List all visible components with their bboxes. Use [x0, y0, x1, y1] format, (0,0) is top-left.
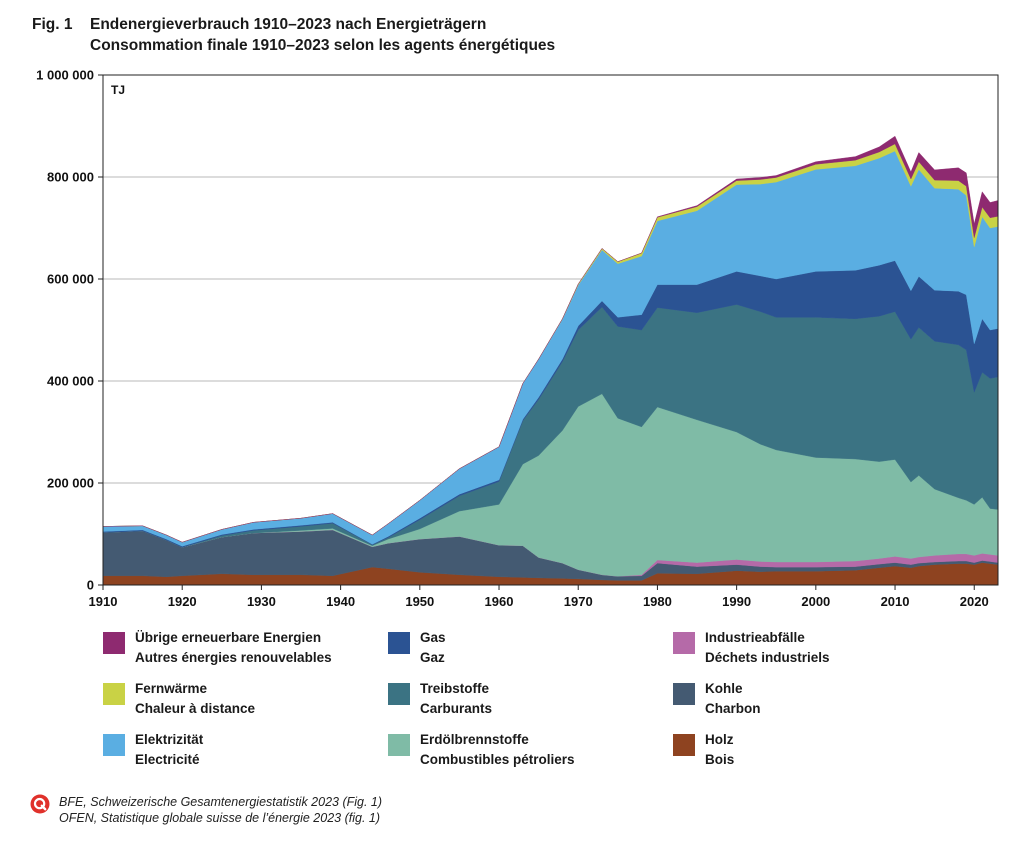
legend: Übrige erneuerbare Energien Autres énergi…	[103, 628, 843, 773]
legend-swatch	[388, 683, 410, 705]
unit-label: TJ	[111, 83, 125, 97]
legend-label-german: Treibstoffe	[420, 681, 490, 696]
legend-label: Fernwärme Chaleur à distance	[135, 679, 255, 718]
y-tick-label: 1 000 000	[36, 68, 94, 83]
legend-label-german: Übrige erneuerbare Energien	[135, 630, 322, 645]
x-tick-label: 1990	[722, 594, 751, 609]
legend-label-german: Fernwärme	[135, 681, 208, 696]
legend-label: Holz Bois	[705, 730, 734, 769]
legend-label: Übrige erneuerbare Energien Autres énergi…	[135, 628, 332, 667]
legend-label-german: Industrieabfälle	[705, 630, 805, 645]
source-note: BFE, Schweizerische Gesamtenergiestatist…	[30, 794, 382, 826]
legend-label-french: Electricité	[135, 751, 200, 767]
legend-label-french: Chaleur à distance	[135, 700, 256, 716]
x-tick-label: 1940	[326, 594, 355, 609]
x-tick-label: 2020	[960, 594, 989, 609]
legend-label-french: Autres énergies renouvelables	[135, 649, 332, 665]
legend-label: Gas Gaz	[420, 628, 446, 667]
title-french: Consommation finale 1910–2023 selon les …	[90, 37, 556, 54]
legend-swatch	[388, 734, 410, 756]
axes: 0 200 000 400 000 600 000 800 000 1 000 000 19…	[36, 68, 999, 609]
x-tick-label: 1980	[643, 594, 672, 609]
x-tick-label: 2000	[801, 594, 830, 609]
legend-swatch	[673, 734, 695, 756]
legend-swatch	[388, 632, 410, 654]
legend-label-german: Holz	[705, 732, 734, 747]
legend-item: Fernwärme Chaleur à distance	[103, 679, 255, 718]
x-tick-label: 1950	[405, 594, 434, 609]
legend-item: Kohle Charbon	[673, 679, 761, 718]
legend-label-german: Gas	[420, 630, 446, 645]
x-tick-label: 1960	[485, 594, 514, 609]
q-logo-icon	[30, 794, 50, 814]
legend-item: Übrige erneuerbare Energien Autres énergi…	[103, 628, 332, 667]
x-tick-label: 1920	[168, 594, 197, 609]
legend-item: Erdölbrennstoffe Combustibles pétroliers	[388, 730, 575, 769]
legend-label-french: Gaz	[420, 649, 445, 665]
legend-item: Treibstoffe Carburants	[388, 679, 492, 718]
title-german: Endenergieverbrauch 1910–2023 nach Energ…	[90, 16, 487, 33]
source-german: BFE, Schweizerische Gesamtenergiestatist…	[59, 795, 383, 809]
legend-label: Treibstoffe Carburants	[420, 679, 492, 718]
source-french: OFEN, Statistique globale suisse de l’én…	[59, 811, 381, 825]
legend-label: Elektrizität Electricité	[135, 730, 203, 769]
x-tick-label: 1910	[89, 594, 118, 609]
legend-swatch	[103, 683, 125, 705]
y-tick-label: 600 000	[47, 272, 94, 287]
legend-item: Holz Bois	[673, 730, 734, 769]
legend-item: Gas Gaz	[388, 628, 446, 667]
legend-label-german: Elektrizität	[135, 732, 204, 747]
y-tick-label: 800 000	[47, 170, 94, 185]
legend-label-french: Bois	[705, 751, 735, 767]
legend-label-french: Combustibles pétroliers	[420, 751, 575, 767]
legend-label-french: Carburants	[420, 700, 493, 716]
plot-frame	[102, 74, 999, 586]
figure-title-block: Fig. 1 Endenergieverbrauch 1910–2023 nac…	[32, 14, 555, 56]
legend-item: Elektrizität Electricité	[103, 730, 203, 769]
figure-number: Fig. 1	[32, 16, 73, 33]
area-series	[102, 135, 999, 586]
legend-swatch	[103, 734, 125, 756]
legend-label: Industrieabfälle Déchets industriels	[705, 628, 830, 667]
y-tick-label: 200 000	[47, 476, 94, 491]
y-tick-label: 0	[87, 578, 94, 593]
legend-label: Erdölbrennstoffe Combustibles pétroliers	[420, 730, 575, 769]
legend-label: Kohle Charbon	[705, 679, 761, 718]
legend-swatch	[673, 632, 695, 654]
legend-label-french: Déchets industriels	[705, 649, 830, 665]
x-tick-label: 1930	[247, 594, 276, 609]
legend-swatch	[103, 632, 125, 654]
legend-label-german: Erdölbrennstoffe	[420, 732, 529, 747]
y-tick-label: 400 000	[47, 374, 94, 389]
legend-label-german: Kohle	[705, 681, 743, 696]
stacked-area-chart: 0 200 000 400 000 600 000 800 000 1 000 000 19…	[36, 68, 999, 609]
x-tick-label: 2010	[881, 594, 910, 609]
legend-label-french: Charbon	[705, 700, 761, 716]
x-tick-label: 1970	[564, 594, 593, 609]
legend-swatch	[673, 683, 695, 705]
legend-item: Industrieabfälle Déchets industriels	[673, 628, 830, 667]
